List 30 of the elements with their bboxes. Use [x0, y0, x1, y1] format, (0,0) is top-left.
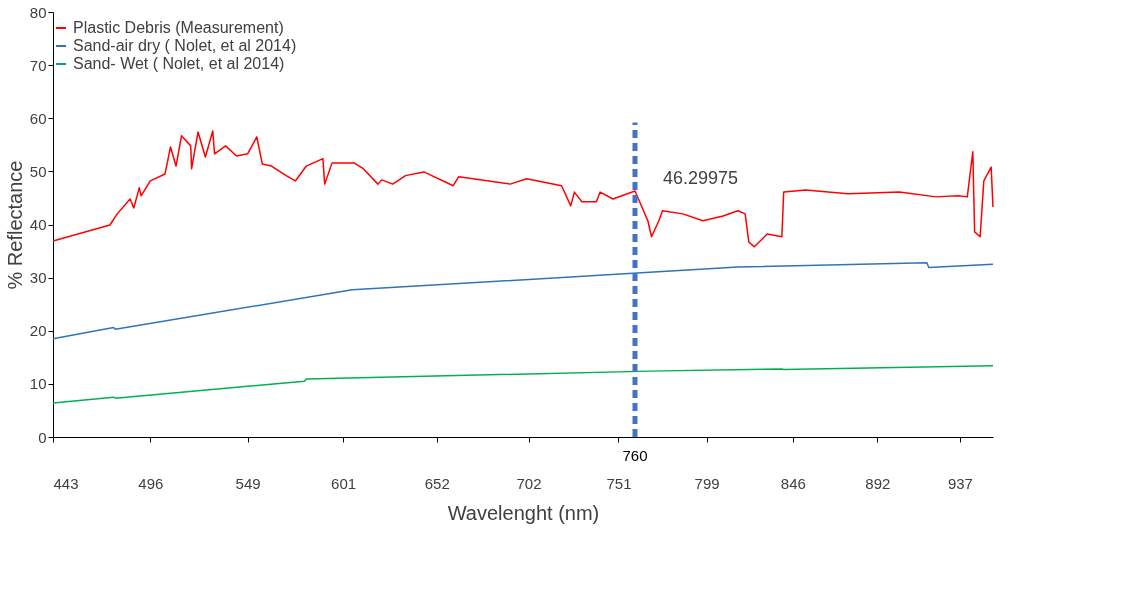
x-tick-label: 846 [780, 474, 806, 492]
y-tick-label: 30 [29, 269, 47, 287]
legend-label: Sand-air dry ( Nolet, et al 2014) [73, 37, 297, 54]
x-tick-label: 443 [53, 474, 79, 492]
y-tick-label: 70 [29, 56, 47, 74]
x-tick-label: 892 [865, 474, 891, 492]
x-tick-label: 702 [516, 474, 542, 492]
x-tick-label: 799 [694, 474, 720, 492]
x-tick-label: 751 [606, 474, 632, 492]
y-tick-label: 80 [29, 3, 47, 21]
y-tick-label: 40 [29, 216, 47, 233]
x-axis-title: Wavelenght (nm) [447, 501, 600, 524]
y-tick-label: 60 [29, 109, 47, 127]
y-tick-label: 0 [38, 428, 47, 446]
legend-label: Plastic Debris (Measurement) [73, 19, 284, 36]
x-tick-label: 937 [947, 474, 973, 492]
y-tick-label: 20 [29, 322, 47, 340]
x-tick-label: 549 [235, 474, 261, 492]
line-series [52, 262, 994, 340]
line-series [52, 365, 994, 404]
x-tick-label: 496 [138, 474, 164, 492]
y-tick-label: 10 [29, 375, 47, 393]
y-axis-title: % Reflectance [3, 160, 26, 290]
ref-line-label: 760 [622, 447, 648, 464]
y-tick-label: 50 [29, 162, 47, 180]
legend-label: Sand- Wet ( Nolet, et al 2014) [73, 55, 285, 72]
line-series [52, 130, 994, 248]
x-tick-label: 601 [331, 474, 357, 492]
annotation: 46.29975 [662, 168, 739, 189]
x-tick-label: 652 [424, 474, 450, 492]
